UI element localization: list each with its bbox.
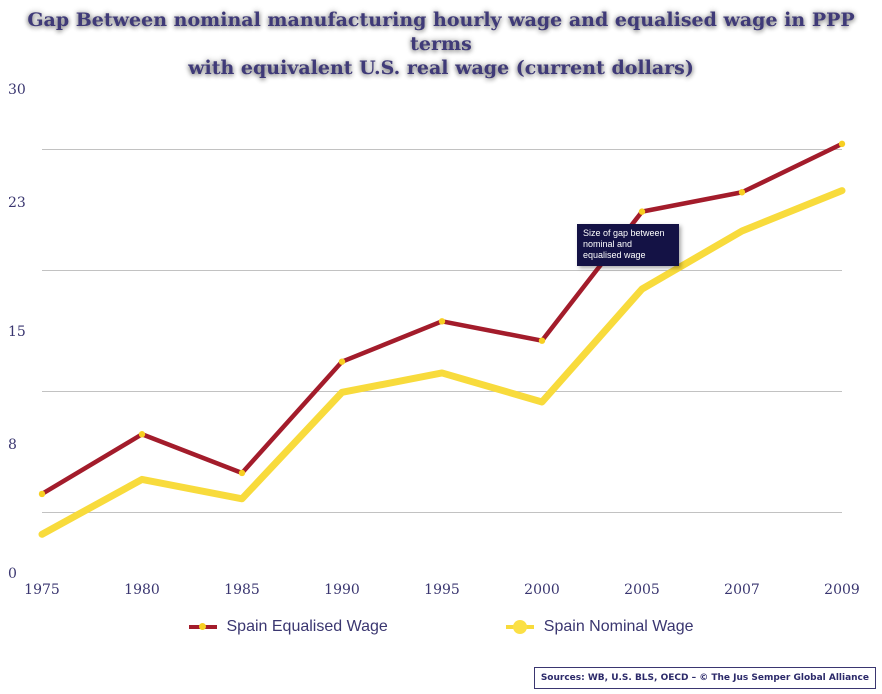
chart-title: Gap Between nominal manufacturing hourly… — [0, 8, 882, 80]
y-tick-label: 23 — [8, 195, 26, 211]
legend-item-equalised[interactable]: Spain Equalised Wage — [188, 618, 388, 636]
gap-annotation: Size of gap between nominal and equalise… — [577, 224, 679, 266]
data-point-equalised — [638, 208, 646, 215]
data-point-equalised — [838, 140, 846, 148]
grid-lines — [42, 149, 842, 513]
legend-item-nominal[interactable]: Spain Nominal Wage — [505, 618, 694, 636]
data-point-equalised — [138, 431, 146, 438]
y-tick-label: 30 — [8, 82, 26, 98]
x-tick-label: 1985 — [224, 582, 260, 598]
data-point-equalised — [338, 358, 346, 365]
y-tick-label: 15 — [8, 324, 26, 340]
legend-swatch-equalised-icon — [188, 619, 217, 635]
x-tick-label: 2000 — [524, 582, 560, 598]
legend-label-equalised: Spain Equalised Wage — [226, 618, 388, 635]
x-axis-ticks: 1975 1980 1985 1990 1995 2000 2005 2007 2009 — [24, 582, 860, 598]
legend-swatch-dot — [198, 623, 206, 630]
legend-swatch-dot — [512, 620, 527, 634]
x-tick-label: 1980 — [124, 582, 160, 598]
chart-title-line-1: Gap Between nominal manufacturing hourly… — [27, 9, 855, 55]
series-lines — [38, 141, 846, 538]
x-tick-label: 2005 — [624, 582, 660, 598]
data-point-equalised — [38, 490, 46, 498]
data-point-equalised — [738, 189, 746, 196]
data-point-equalised — [438, 318, 446, 325]
y-tick-label: 0 — [8, 566, 17, 582]
x-tick-label: 1975 — [24, 582, 60, 598]
x-tick-label: 2009 — [824, 582, 860, 598]
x-tick-label: 1995 — [424, 582, 460, 598]
sources-note: Sources: WB, U.S. BLS, OECD – © The Jus … — [533, 667, 876, 689]
y-tick-label: 8 — [8, 437, 17, 453]
legend-label-nominal: Spain Nominal Wage — [543, 618, 694, 635]
data-point-equalised — [538, 337, 546, 344]
chart-title-line-2: with equivalent U.S. real wage (current … — [188, 57, 694, 79]
data-point-equalised — [238, 469, 246, 477]
series-points — [38, 140, 846, 498]
chart-legend: Spain Equalised Wage Spain Nominal Wage — [0, 618, 882, 636]
legend-swatch-nominal-icon — [505, 619, 534, 635]
x-tick-label: 1990 — [324, 582, 360, 598]
y-axis-ticks: 0 8 15 23 30 — [8, 82, 26, 582]
x-tick-label: 2007 — [724, 582, 760, 598]
series-line-nominal — [38, 187, 846, 538]
